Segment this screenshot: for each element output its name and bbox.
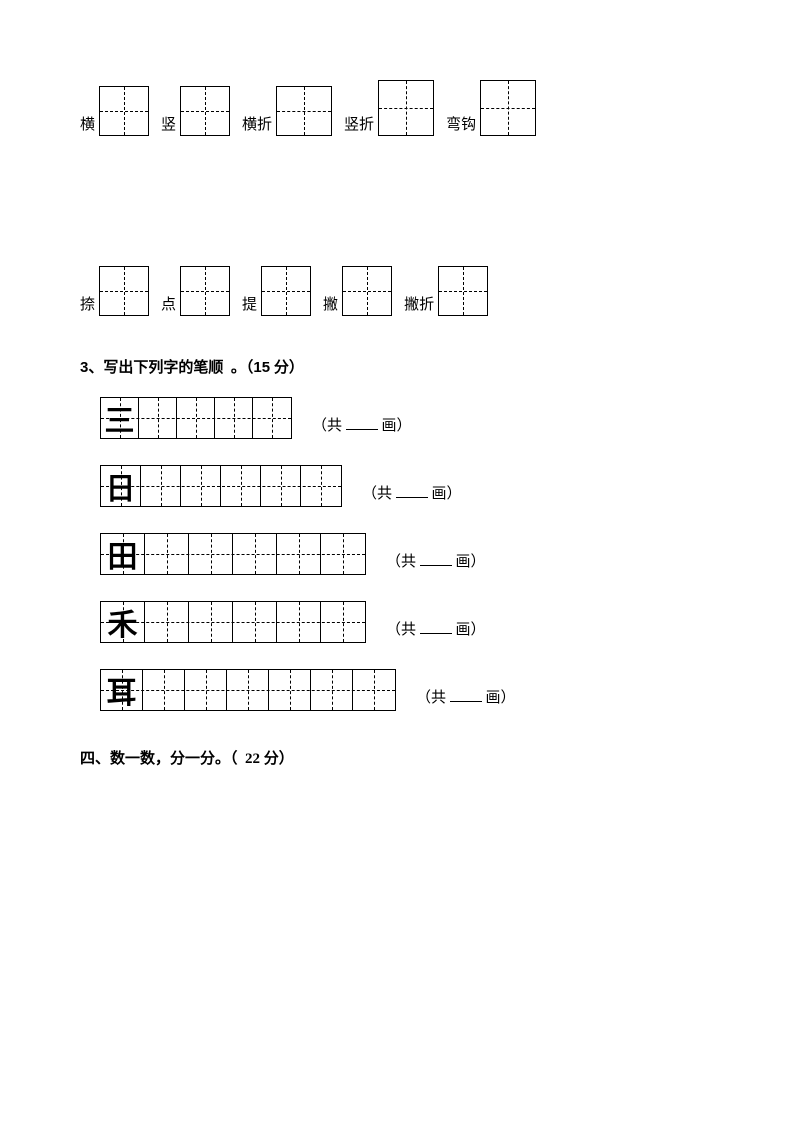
character-cell: 三 — [101, 398, 139, 438]
character-cell: 禾 — [101, 602, 145, 642]
stroke-label: 竖 — [161, 113, 176, 136]
stroke-count-label: （共 画） — [386, 618, 486, 643]
empty-cell — [177, 398, 215, 438]
stroke-count-label: （共 画） — [312, 414, 412, 439]
stroke-item: 撇折 — [404, 266, 488, 316]
empty-cell — [185, 670, 227, 710]
tian-grid-box — [99, 266, 149, 316]
stroke-order-row: 三 （共 画） — [100, 397, 720, 439]
stroke-order-row: 禾 （共 画） — [100, 601, 720, 643]
empty-cell — [321, 534, 365, 574]
stroke-label: 点 — [161, 293, 176, 316]
empty-cell — [189, 602, 233, 642]
empty-cell — [221, 466, 261, 506]
character: 三 — [105, 396, 135, 440]
tian-grid-box — [276, 86, 332, 136]
stroke-order-grid: 禾 — [100, 601, 366, 643]
empty-cell — [181, 466, 221, 506]
stroke-label: 弯钩 — [446, 113, 476, 136]
empty-cell — [277, 602, 321, 642]
blank-line — [346, 429, 378, 430]
empty-cell — [261, 466, 301, 506]
empty-cell — [189, 534, 233, 574]
stroke-count-label: （共 画） — [416, 686, 516, 711]
character: 日 — [106, 464, 136, 508]
character-cell: 耳 — [101, 670, 143, 710]
empty-cell — [353, 670, 395, 710]
stroke-item: 竖 — [161, 86, 230, 136]
character: 田 — [108, 532, 138, 576]
stroke-item: 撇 — [323, 266, 392, 316]
tian-grid-box — [180, 266, 230, 316]
stroke-label: 横折 — [242, 113, 272, 136]
stroke-order-row: 日 （共 画） — [100, 465, 720, 507]
blank-line — [450, 701, 482, 702]
character: 禾 — [108, 600, 138, 644]
stroke-item: 横折 — [242, 86, 332, 136]
empty-cell — [277, 534, 321, 574]
stroke-item: 横 — [80, 86, 149, 136]
tian-grid-box — [438, 266, 488, 316]
empty-cell — [145, 534, 189, 574]
empty-cell — [233, 534, 277, 574]
stroke-order-grid: 三 — [100, 397, 292, 439]
stroke-item: 提 — [242, 266, 311, 316]
stroke-order-row: 田 （共 画） — [100, 533, 720, 575]
question-3-heading: 3、写出下列字的笔顺 。（15 分） — [80, 356, 720, 377]
tian-grid-box — [378, 80, 434, 136]
character: 耳 — [107, 668, 137, 712]
empty-cell — [141, 466, 181, 506]
stroke-label: 横 — [80, 113, 95, 136]
stroke-boxes-row-2: 捺 点 提 撇 撇折 — [80, 266, 720, 316]
empty-cell — [145, 602, 189, 642]
blank-line — [396, 497, 428, 498]
empty-cell — [269, 670, 311, 710]
empty-cell — [233, 602, 277, 642]
stroke-order-section: 三 （共 画） 日 （共 画） 田 （共 画） 禾 （共 画） 耳 （共 画） — [80, 397, 720, 711]
tian-grid-box — [180, 86, 230, 136]
stroke-order-grid: 田 — [100, 533, 366, 575]
tian-grid-box — [342, 266, 392, 316]
stroke-label: 撇 — [323, 293, 338, 316]
stroke-item: 点 — [161, 266, 230, 316]
tian-grid-box — [480, 80, 536, 136]
stroke-order-row: 耳 （共 画） — [100, 669, 720, 711]
character-cell: 田 — [101, 534, 145, 574]
blank-line — [420, 565, 452, 566]
empty-cell — [321, 602, 365, 642]
stroke-count-label: （共 画） — [386, 550, 486, 575]
stroke-label: 捺 — [80, 293, 95, 316]
empty-cell — [253, 398, 291, 438]
empty-cell — [143, 670, 185, 710]
stroke-boxes-row-1: 横 竖 横折 竖折 弯钩 — [80, 80, 720, 136]
stroke-count-label: （共 画） — [362, 482, 462, 507]
stroke-item: 弯钩 — [446, 80, 536, 136]
empty-cell — [227, 670, 269, 710]
character-cell: 日 — [101, 466, 141, 506]
stroke-label: 竖折 — [344, 113, 374, 136]
stroke-item: 竖折 — [344, 80, 434, 136]
stroke-label: 提 — [242, 293, 257, 316]
tian-grid-box — [261, 266, 311, 316]
tian-grid-box — [99, 86, 149, 136]
stroke-order-grid: 日 — [100, 465, 342, 507]
stroke-label: 撇折 — [404, 293, 434, 316]
blank-line — [420, 633, 452, 634]
empty-cell — [139, 398, 177, 438]
empty-cell — [311, 670, 353, 710]
stroke-item: 捺 — [80, 266, 149, 316]
empty-cell — [301, 466, 341, 506]
empty-cell — [215, 398, 253, 438]
section-4-heading: 四、数一数，分一分。（ 22 分） — [80, 747, 720, 768]
stroke-order-grid: 耳 — [100, 669, 396, 711]
